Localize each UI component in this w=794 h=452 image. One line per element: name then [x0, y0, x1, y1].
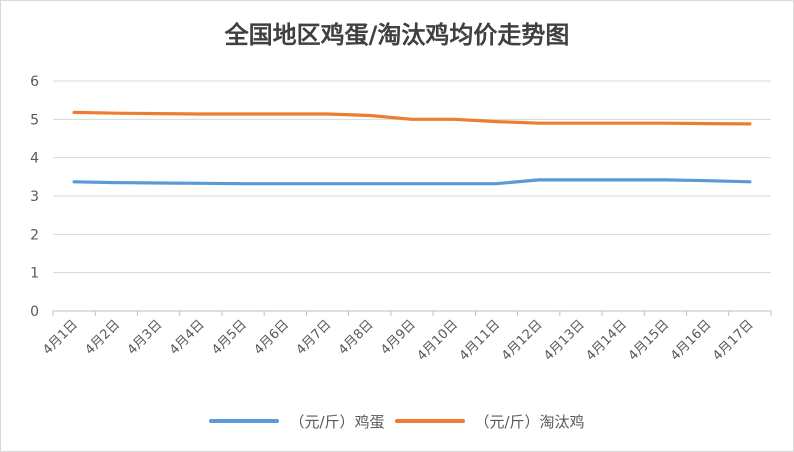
x-tick-label: 4月10日: [415, 317, 462, 364]
y-tick-label: 6: [30, 74, 39, 90]
x-tick-label: 4月1日: [40, 317, 81, 358]
legend: （元/斤）鸡蛋 （元/斤）淘汰鸡: [1, 407, 793, 435]
x-tick-label: 4月4日: [167, 317, 208, 358]
x-tick-label: 4月12日: [499, 317, 546, 364]
x-tick-label: 4月9日: [378, 317, 419, 358]
series-line-culled-chicken: [72, 110, 752, 126]
y-tick-label: 0: [30, 304, 39, 320]
x-tick-label: 4月15日: [626, 317, 673, 364]
y-tick-label: 5: [30, 112, 39, 128]
x-tick-label: 4月16日: [668, 317, 715, 364]
grid-lines: [53, 80, 771, 312]
series-lines: [72, 110, 752, 186]
x-tick-label: 4月17日: [710, 317, 757, 364]
x-tick-label: 4月8日: [336, 317, 377, 358]
series-line-egg: [72, 178, 752, 186]
y-tick-label: 1: [30, 266, 39, 282]
x-tick-label: 4月6日: [251, 317, 292, 358]
legend-label-egg: （元/斤）鸡蛋: [289, 412, 385, 431]
x-tick-label: 4月11日: [457, 317, 504, 364]
x-axis: 4月1日 4月2日 4月3日 4月4日 4月5日 4月6日 4月7日 4月8日 4月9日4月10…: [40, 311, 772, 364]
legend-label-culled-chicken: （元/斤）淘汰鸡: [474, 412, 585, 431]
y-tick-label: 3: [30, 189, 39, 205]
legend-item-culled-chicken: （元/斤）淘汰鸡: [394, 411, 585, 432]
x-tick-label: 4月3日: [125, 317, 166, 358]
y-axis: 0 1 2 3 4 5 6: [30, 74, 39, 320]
y-tick-label: 4: [30, 151, 39, 167]
legend-item-egg: （元/斤）鸡蛋: [209, 411, 385, 432]
legend-swatch-egg: [209, 419, 280, 423]
x-tick-label: 4月14日: [583, 317, 630, 364]
x-tick-label: 4月2日: [82, 317, 123, 358]
x-tick-label: 4月5日: [209, 317, 250, 358]
y-tick-label: 2: [30, 227, 39, 243]
x-tick-label: 4月7日: [294, 317, 335, 358]
chart-title: 全国地区鸡蛋/淘汰鸡均价走势图: [224, 21, 570, 49]
x-tick-label: 4月13日: [541, 317, 588, 364]
legend-swatch-culled-chicken: [394, 419, 465, 423]
